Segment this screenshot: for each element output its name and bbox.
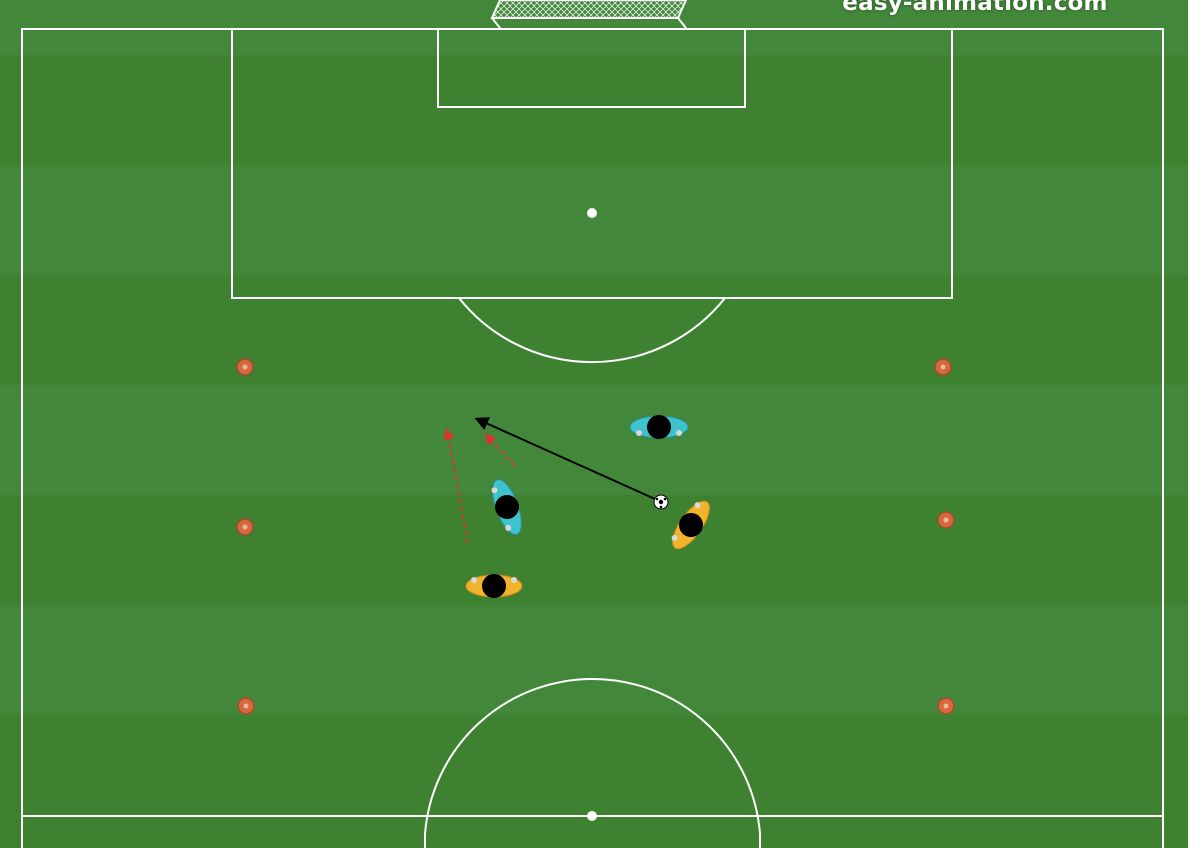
cone-marker-icon: [934, 358, 952, 376]
cone-marker-icon: [237, 697, 255, 715]
soccer-ball-icon: [653, 494, 669, 510]
pass-arrow: [474, 417, 656, 500]
yellow-player-bottom: [465, 574, 523, 598]
goal-net-icon: [490, 0, 688, 29]
run-arrow-short: [484, 433, 516, 467]
penalty-spot: [587, 208, 597, 218]
cyan-player-top-right: [629, 415, 689, 439]
cyan-player-middle: [491, 478, 522, 536]
cone-marker-icon: [937, 511, 955, 529]
penalty-arc: [458, 297, 726, 364]
yellow-player-right: [671, 500, 710, 550]
run-arrow-long: [443, 427, 469, 544]
cones: [236, 358, 955, 715]
center-spot: [587, 811, 597, 821]
watermark-text: easy-animation.com: [842, 0, 1108, 16]
goal-area: [437, 28, 746, 108]
center-circle: [424, 678, 761, 848]
cone-marker-icon: [236, 358, 254, 376]
cone-marker-icon: [937, 697, 955, 715]
cone-marker-icon: [236, 518, 254, 536]
